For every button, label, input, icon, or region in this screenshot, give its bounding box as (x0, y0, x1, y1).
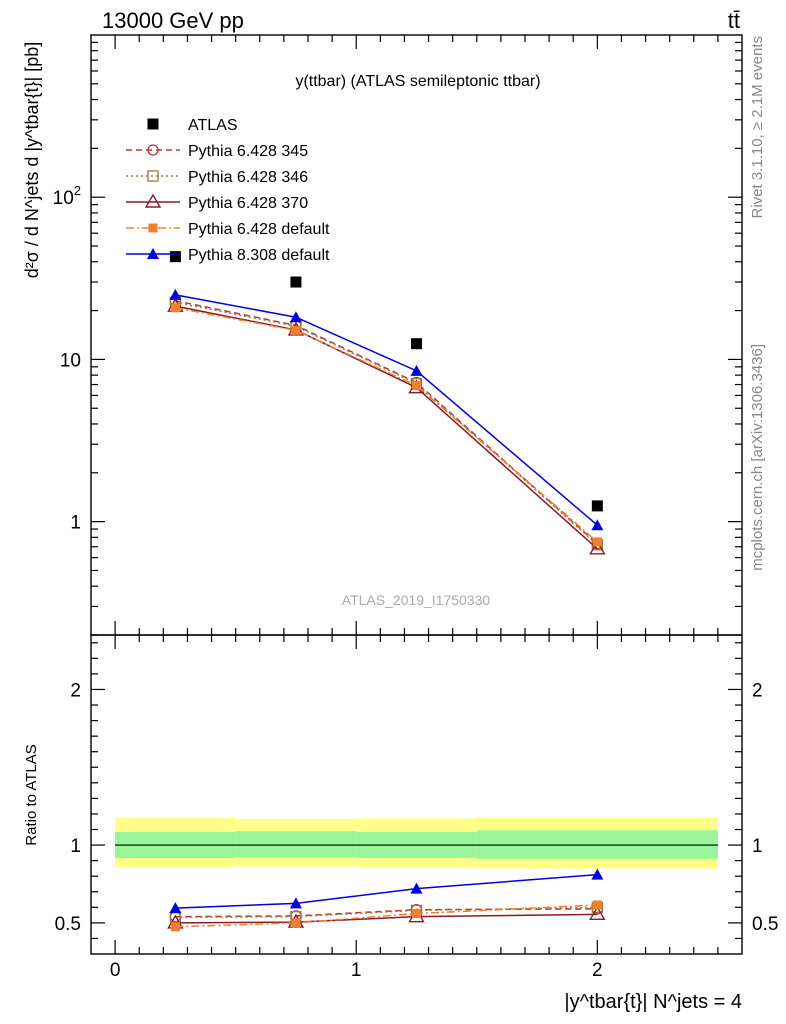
legend-marker (147, 118, 159, 130)
y-tick-label: 1 (70, 836, 81, 857)
ratio-series-line (175, 904, 598, 928)
x-tick-label: 2 (592, 960, 603, 981)
data-point (169, 288, 182, 300)
ratio-data-point (412, 909, 421, 919)
ratio-y-axis-label: Ratio to ATLAS (23, 744, 40, 845)
data-point (290, 276, 302, 288)
ratio-panel: Ratio to ATLAS 0.5 0.5 1 1 2 2 0 1 2 |y^tbar{t}|… (23, 634, 778, 1013)
series-line (175, 294, 598, 526)
legend-label: ATLAS (188, 117, 238, 134)
data-point (170, 303, 180, 313)
beam-label: 13000 GeV pp (102, 8, 244, 33)
data-point (410, 364, 423, 376)
data-point (592, 537, 602, 547)
data-point (169, 251, 181, 263)
legend-marker (147, 248, 159, 259)
y-tick-label: 0.5 (55, 914, 81, 935)
series-line (175, 301, 598, 546)
y-tick-label: 2 (70, 680, 81, 701)
legend-label: Pythia 8.308 default (188, 247, 330, 264)
data-point (412, 381, 421, 391)
legend-label: Pythia 6.428 346 (188, 169, 308, 186)
ratio-data-point (591, 868, 604, 880)
legend-marker (147, 144, 159, 156)
series-line (175, 307, 598, 543)
y-tick-label-right: 1 (752, 836, 763, 857)
main-panel: y(ttbar) (ATLAS semileptonic ttbar) ATLA… (22, 34, 743, 636)
watermark: ATLAS_2019_I1750330 (342, 592, 491, 608)
legend-marker (148, 223, 158, 233)
y-tick-label-right: 2 (752, 680, 763, 701)
main-title: y(ttbar) (ATLAS semileptonic ttbar) (295, 73, 540, 90)
ratio-frame (90, 634, 743, 955)
series-line (175, 305, 598, 550)
legend-label: Pythia 6.428 345 (188, 143, 308, 160)
y-tick-label-exponent: 2 (74, 183, 81, 198)
data-point (291, 325, 301, 335)
y-tick-label: 102 (53, 183, 81, 209)
legend-label: Pythia 6.428 default (188, 221, 330, 238)
x-tick-label: 1 (351, 960, 362, 981)
x-axis-label: |y^tbar{t}| N^jets = 4 (564, 991, 742, 1013)
ratio-data-point (170, 922, 180, 932)
uncertainty-band-stat (235, 831, 357, 858)
series-line (175, 300, 598, 545)
legend-label: Pythia 6.428 370 (188, 195, 308, 212)
y-tick-label: 1 (70, 513, 81, 534)
ratio-data-point (291, 918, 301, 928)
data-point (589, 540, 606, 555)
ratio-series-line (175, 913, 598, 924)
ratio-data-point (589, 905, 606, 921)
ratio-data-point (592, 900, 602, 910)
ratio-data-point (289, 897, 302, 909)
ratio-data-point (169, 902, 182, 914)
ratio-data-point (410, 882, 423, 894)
y-tick-label: 10 (60, 350, 81, 371)
y-tick-label-right: 0.5 (752, 914, 778, 935)
source-label: mcplots.cern.ch [arXiv:1306.3436] (749, 344, 766, 571)
main-y-axis-label: d²σ / d N^jets d |y^tbar{t}| [pb] (22, 42, 42, 278)
data-point (289, 311, 302, 323)
rivet-label: Rivet 3.1.10, ≥ 2.1M events (749, 36, 766, 219)
legend-marker (147, 170, 159, 182)
x-tick-label: 0 (110, 960, 121, 981)
process-label: tt̄ (728, 8, 740, 33)
ratio-series-line (175, 873, 598, 909)
data-point (411, 338, 422, 350)
data-point (591, 500, 603, 512)
legend-marker (144, 193, 162, 208)
data-point (591, 519, 604, 531)
